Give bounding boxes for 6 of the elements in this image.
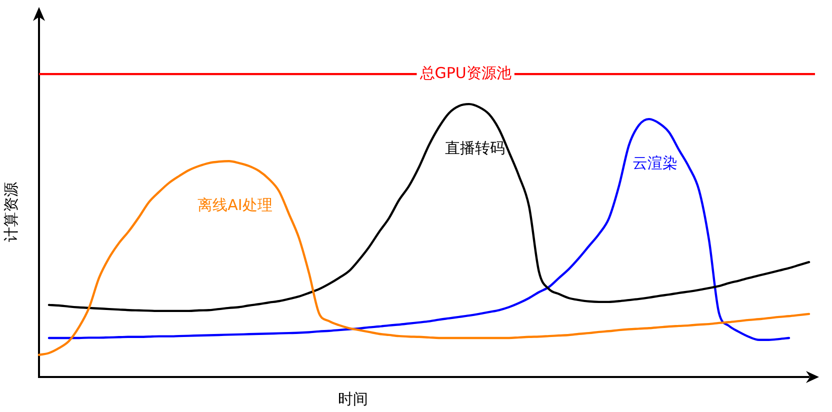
series-label: 云渲染 <box>632 154 678 172</box>
series-label: 直播转码 <box>445 138 505 157</box>
series-label: 离线AI处理 <box>198 196 272 214</box>
y-axis-title: 计算资源 <box>2 182 20 242</box>
ref-line-label: 总GPU资源池 <box>418 64 512 82</box>
x-axis-title: 时间 <box>338 390 368 408</box>
